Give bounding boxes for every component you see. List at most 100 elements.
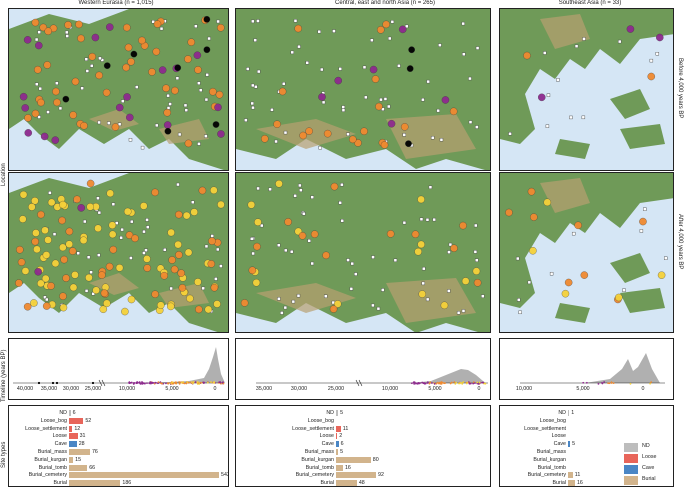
site-marker-dated [24,114,32,122]
site-marker-dated [193,51,202,59]
timeline-point [423,382,426,385]
bar-value-label: 5 [340,449,344,455]
site-marker-undated [83,219,87,224]
site-marker-dated [656,33,664,42]
site-marker-undated [84,289,89,293]
site-marker-undated [462,52,466,56]
site-marker-undated [140,145,145,150]
bar-value-label: 80 [372,456,379,463]
site-marker-dated [115,103,124,112]
site-marker-dated [377,26,385,34]
tick: 40,000 [16,386,34,392]
site-marker-dated [51,259,60,268]
site-marker-dated [334,76,342,85]
bar-category-label: Loose [551,433,566,440]
site-marker-dated [160,271,168,280]
site-marker-dated [71,271,79,279]
timeline-central-asia: 35,000 30,000 25,000 10,000 5,000 0 [235,338,491,400]
site-marker-dated [65,240,73,248]
timeline-point [433,382,436,385]
bar-row: Loose_settlement 11 [236,425,490,433]
site-marker-undated [569,115,573,120]
site-marker-undated [291,299,296,304]
site-marker-dated [69,283,78,292]
mountain-region [89,109,139,131]
timeline-point [478,381,481,384]
site-marker-dated [106,189,114,198]
site-marker-dated [210,283,219,292]
site-marker-undated [37,115,41,119]
site-marker-undated [145,218,149,222]
site-marker-dated [574,221,582,230]
site-marker-dated [310,230,319,238]
timeline-point [429,381,432,384]
mountain-region [256,283,356,313]
timeline-point [190,381,193,384]
timeline-point [426,381,429,384]
site-marker-dated [561,289,570,298]
site-marker-dated [411,230,420,238]
timeline-point [428,382,431,385]
site-marker-undated [582,37,586,41]
site-marker-dated [408,46,415,54]
site-marker-dated [109,245,117,254]
legend-swatch [624,465,638,474]
site-marker-undated [35,82,39,86]
site-marker-undated [253,38,257,42]
timeline-points-ce [410,381,487,385]
site-marker-dated [406,65,414,72]
bar-category-label: ND [59,410,67,416]
site-marker-undated [302,211,306,216]
site-marker-dated [190,208,198,216]
site-marker-undated [256,186,260,191]
bar-value-label: 66 [89,464,96,471]
timeline-point [222,382,225,385]
bar-category-label: Cave [54,441,67,448]
bar-row: Burial_tomb [500,464,673,472]
site-marker-undated [461,21,465,26]
bar-value-label: 28 [78,441,85,448]
site-marker-dated [333,300,342,308]
row-label-before: Before 4,000 years BP [677,58,683,119]
site-marker-undated [468,120,473,124]
site-marker-undated [421,97,425,102]
bar-value-label: 1 [571,410,575,416]
tick: 5,000 [576,386,590,392]
site-marker-dated [360,127,368,136]
site-marker-undated [135,85,139,89]
site-marker-undated [574,44,579,48]
site-marker-dated [208,237,216,245]
site-marker-undated [542,51,547,55]
site-marker-dated [42,302,51,310]
bar [336,464,343,471]
site-marker-undated [320,67,324,72]
site-marker-dated [124,43,133,52]
mountain-region [540,14,590,49]
tick: 10,000 [118,386,136,392]
timeline-point [212,381,215,384]
site-marker-undated [341,105,346,109]
site-marker-undated [402,133,406,137]
site-marker-dated [472,267,481,275]
site-marker-undated [362,65,367,70]
site-marker-undated [55,81,59,85]
site-marker-undated [43,295,47,300]
site-marker-undated [393,258,398,262]
site-marker-undated [390,20,395,24]
tick: 30,000 [290,386,308,392]
site-marker-undated [34,37,39,42]
site-marker-undated [515,256,520,261]
site-marker-dated [330,182,339,191]
bar-value-label: 31 [79,433,86,440]
site-marker-undated [48,191,52,195]
site-marker-dated [42,251,51,259]
site-marker-undated [274,139,278,144]
site-marker-undated [307,239,311,243]
site-marker-undated [289,249,294,254]
landmass [610,253,650,283]
bar-row: Burial 16 [500,479,673,486]
site-marker-undated [475,125,479,129]
site-marker-undated [250,237,254,241]
site-marker-undated [397,64,401,68]
site-marker-dated [121,307,129,316]
